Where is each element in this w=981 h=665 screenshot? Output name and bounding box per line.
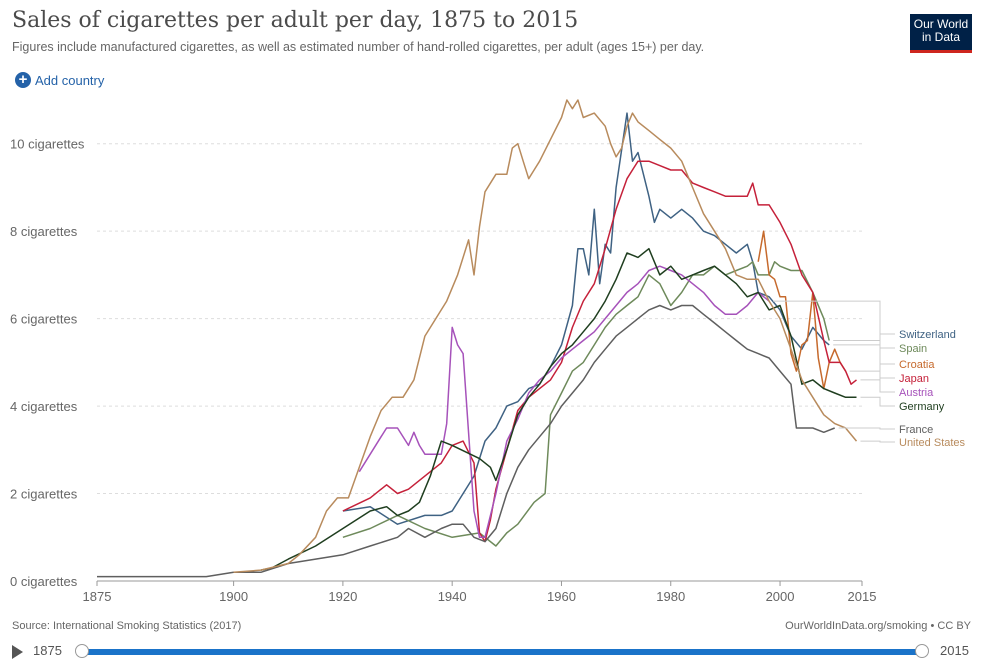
add-country-label: Add country — [35, 72, 105, 88]
x-tick-label: 1875 — [83, 589, 112, 604]
x-tick-label: 1900 — [219, 589, 248, 604]
legend-connector-austria — [773, 300, 895, 393]
series-lines — [97, 99, 858, 578]
credit-link[interactable]: OurWorldInData.org/smoking • CC BY — [785, 620, 971, 632]
y-tick-label: 2 cigarettes — [10, 487, 78, 502]
grid-lines — [97, 143, 862, 495]
series-line-spain[interactable] — [342, 261, 830, 547]
legend-connector-spain — [833, 340, 895, 349]
series-line-united-states[interactable] — [233, 99, 858, 574]
series-line-croatia[interactable] — [757, 230, 847, 390]
y-tick-label: 10 cigarettes — [10, 137, 85, 152]
y-tick-label: 0 cigarettes — [10, 574, 78, 589]
axes: 0 cigarettes 2 cigarettes 4 cigarettes 6 ci… — [10, 137, 876, 604]
legend-label-switzerland[interactable]: Switzerland — [899, 329, 956, 341]
timeline-end-handle[interactable] — [915, 644, 929, 658]
legend-label-austria[interactable]: Austria — [899, 387, 934, 399]
chart-title: Sales of cigarettes per adult per day, 1… — [12, 8, 579, 33]
legend: Switzerland Spain Croatia Japan Austria Germa… — [773, 300, 966, 449]
legend-label-japan[interactable]: Japan — [899, 373, 929, 385]
legend-connector-united-states — [860, 440, 895, 443]
series-line-switzerland[interactable] — [342, 112, 830, 525]
legend-connector-croatia — [849, 363, 895, 372]
y-tick-label: 6 cigarettes — [10, 312, 78, 327]
line-chart[interactable]: 0 cigarettes 2 cigarettes 4 cigarettes 6 ci… — [0, 95, 981, 615]
series-line-germany[interactable] — [260, 247, 857, 571]
plus-icon: + — [15, 72, 31, 88]
series-line-japan[interactable] — [342, 160, 857, 543]
legend-label-germany[interactable]: Germany — [899, 401, 945, 413]
y-tick-label: 8 cigarettes — [10, 224, 78, 239]
x-tick-label: 1940 — [438, 589, 467, 604]
timeline-control: 1875 2015 — [0, 640, 981, 665]
x-tick-label: 1960 — [547, 589, 576, 604]
legend-connector-germany — [860, 396, 895, 407]
logo-line-2: in Data — [921, 30, 961, 44]
play-icon[interactable] — [12, 645, 23, 659]
series-line-austria[interactable] — [358, 265, 770, 539]
legend-label-france[interactable]: France — [899, 424, 933, 436]
owid-logo[interactable]: Our World in Data — [910, 14, 972, 53]
legend-label-united-states[interactable]: United States — [899, 437, 966, 449]
y-tick-label: 4 cigarettes — [10, 399, 78, 414]
timeline-start-year: 1875 — [33, 643, 62, 658]
legend-connector-switzerland — [833, 333, 895, 346]
x-tick-label: 1980 — [656, 589, 685, 604]
logo-line-1: Our World — [913, 17, 969, 31]
x-tick-label: 1920 — [328, 589, 357, 604]
add-country-button[interactable]: + Add country — [15, 72, 104, 88]
timeline-end-year: 2015 — [940, 643, 969, 658]
chart-subtitle: Figures include manufactured cigarettes,… — [12, 40, 705, 54]
x-tick-label: 2000 — [766, 589, 795, 604]
legend-connector-japan — [860, 377, 895, 381]
x-tick-label: 2015 — [848, 589, 877, 604]
timeline-track[interactable] — [82, 649, 922, 655]
legend-label-spain[interactable]: Spain — [899, 343, 927, 355]
source-note[interactable]: Source: International Smoking Statistics… — [12, 620, 242, 632]
timeline-start-handle[interactable] — [75, 644, 89, 658]
legend-connector-france — [838, 427, 895, 430]
logo-accent-bar — [910, 50, 972, 53]
series-line-france[interactable] — [97, 304, 835, 578]
legend-label-croatia[interactable]: Croatia — [899, 359, 935, 371]
